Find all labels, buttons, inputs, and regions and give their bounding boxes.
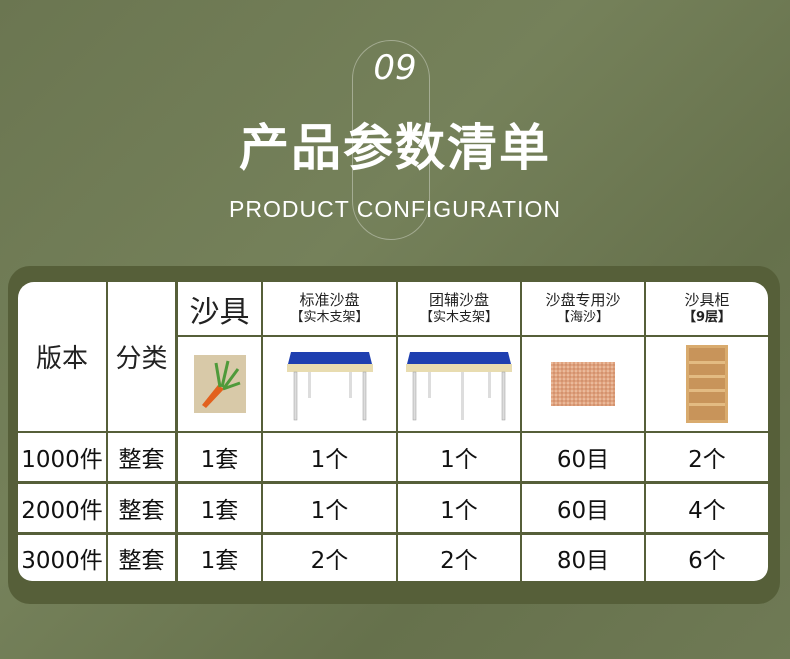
section-number: 09 xyxy=(373,48,417,88)
quantity-cell: 1套 xyxy=(178,535,261,581)
quantity-cell: 1套 xyxy=(178,433,261,481)
quantity-cell: 1个 xyxy=(263,433,396,481)
quantity-cell: 1个 xyxy=(398,484,520,532)
quantity-cell: 80目 xyxy=(522,535,644,581)
column-name: 标准沙盘 xyxy=(299,290,360,309)
category-cell: 整套 xyxy=(108,433,175,481)
quantity-cell: 4个 xyxy=(646,484,768,532)
version-cell: 1000件 xyxy=(18,433,106,481)
page-subtitle: PRODUCT CONFIGURATION xyxy=(229,196,561,222)
quantity-cell: 1套 xyxy=(178,484,261,532)
quantity-cell: 60目 xyxy=(522,484,644,532)
category-cell: 整套 xyxy=(108,535,175,581)
category-cell: 整套 xyxy=(108,484,175,532)
carrot-sand-toy-image xyxy=(193,355,246,413)
column-note: 【9层】 xyxy=(682,309,732,325)
column-note: 【实木支架】 xyxy=(419,309,498,325)
quantity-cell: 1个 xyxy=(263,484,396,532)
sand-table-image xyxy=(286,352,373,421)
quantity-cell: 1个 xyxy=(398,433,520,481)
standard-sandbox-image-cell xyxy=(263,337,396,431)
sand-image-cell xyxy=(522,337,644,431)
sand-toy-image-cell xyxy=(178,337,261,431)
column-name: 沙具 xyxy=(189,294,250,330)
title-frame xyxy=(352,40,430,240)
column-header-sand: 沙盘专用沙 【海沙】 xyxy=(522,282,644,335)
column-name: 沙盘专用沙 xyxy=(545,290,621,309)
shelf-image-cell xyxy=(646,337,768,431)
column-header-sand-toys: 沙具 xyxy=(178,282,261,335)
column-name: 沙具柜 xyxy=(684,290,730,309)
sea-sand-image xyxy=(551,362,615,406)
column-name: 团辅沙盘 xyxy=(428,290,489,309)
column-header-standard-sandbox: 标准沙盘 【实木支架】 xyxy=(263,282,396,335)
wooden-shelf-image xyxy=(686,345,728,423)
quantity-cell: 60目 xyxy=(522,433,644,481)
column-note: 【海沙】 xyxy=(556,309,609,325)
column-note: 【实木支架】 xyxy=(290,309,369,325)
column-header-shelf: 沙具柜 【9层】 xyxy=(646,282,768,335)
version-cell: 3000件 xyxy=(18,535,106,581)
quantity-cell: 2个 xyxy=(646,433,768,481)
column-header-group-sandbox: 团辅沙盘 【实木支架】 xyxy=(398,282,520,335)
quantity-cell: 6个 xyxy=(646,535,768,581)
quantity-cell: 2个 xyxy=(398,535,520,581)
page-title: 产品参数清单 xyxy=(239,119,551,177)
category-header: 分类 xyxy=(108,282,175,431)
version-header: 版本 xyxy=(18,282,106,431)
quantity-cell: 2个 xyxy=(263,535,396,581)
sand-table-image xyxy=(406,352,512,421)
group-sandbox-image-cell xyxy=(398,337,520,431)
version-cell: 2000件 xyxy=(18,484,106,532)
